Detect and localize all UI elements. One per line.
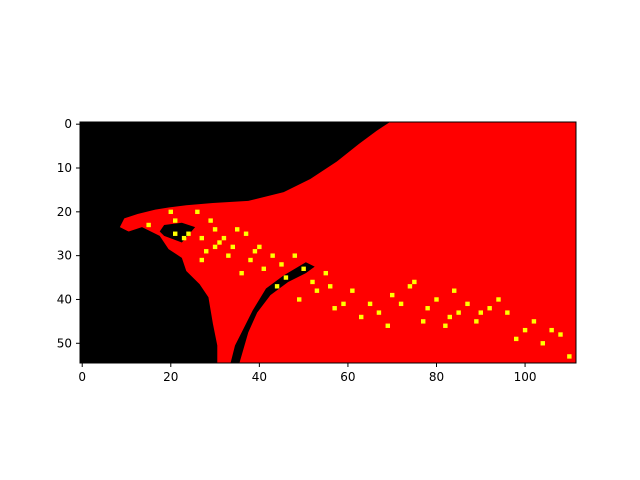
heatmap-yellow-cell	[478, 310, 483, 315]
heatmap-yellow-cell	[173, 231, 178, 236]
heatmap-yellow-cell	[226, 253, 231, 258]
x-tick-label: 40	[252, 370, 267, 384]
heatmap-yellow-cell	[398, 301, 404, 307]
heatmap-yellow-cell	[514, 336, 519, 342]
x-tick-label: 60	[340, 370, 355, 384]
heatmap-yellow-cell	[204, 249, 209, 254]
heatmap-yellow-cell	[221, 235, 227, 241]
heatmap-yellow-cell	[252, 249, 258, 254]
y-tick-label: 20	[57, 205, 72, 219]
heatmap-yellow-cell	[350, 288, 355, 293]
heatmap-yellow-cell	[292, 253, 297, 258]
heatmap-yellow-cell	[332, 306, 337, 311]
y-tick-label: 0	[64, 117, 72, 131]
heatmap-yellow-cell	[341, 301, 346, 307]
heatmap-yellow-cell	[434, 297, 439, 302]
heatmap-yellow-cell	[239, 270, 244, 276]
heatmap-yellow-cell	[208, 218, 213, 223]
heatmap-yellow-cell	[297, 297, 302, 302]
heatmap-yellow-cell	[279, 262, 284, 267]
plot-area	[80, 122, 577, 363]
heatmap-yellow-cell	[425, 306, 430, 311]
plot-frame	[79, 121, 577, 364]
heatmap-yellow-cell	[168, 209, 173, 215]
heatmap-yellow-cell	[248, 257, 253, 263]
x-tick-label: 0	[78, 370, 86, 384]
heatmap-red-region	[119, 122, 577, 363]
heatmap-yellow-cell	[367, 301, 373, 307]
heatmap-yellow-cell	[181, 235, 187, 241]
heatmap-yellow-cell	[186, 231, 191, 236]
heatmap-yellow-cell	[328, 284, 333, 289]
heatmap-yellow-cell	[567, 354, 572, 359]
heatmap-yellow-cell	[359, 314, 364, 320]
y-axis: 0 10 20 30 40 50	[57, 117, 80, 350]
heatmap-yellow-cell	[323, 270, 328, 276]
heatmap-yellow-cell	[421, 319, 426, 324]
heatmap-yellow-cell	[212, 227, 218, 232]
x-tick-label: 80	[429, 370, 444, 384]
heatmap-yellow-cell	[522, 327, 528, 333]
x-tick-label: 20	[163, 370, 178, 384]
heatmap-yellow-cell	[456, 310, 461, 315]
heatmap-yellow-cell	[447, 314, 452, 320]
heatmap-yellow-cell	[412, 279, 417, 285]
x-axis: 0 20 40 60 80 100	[78, 363, 537, 384]
heatmap-yellow-cell	[474, 319, 479, 324]
heatmap-yellow-cell	[212, 244, 218, 250]
heatmap-yellow-cell	[465, 301, 470, 307]
y-tick-label: 40	[57, 292, 72, 306]
heatmap-yellow-cell	[540, 341, 545, 346]
heatmap-black-streak	[230, 262, 315, 363]
heatmap-yellow-cell	[199, 235, 204, 241]
x-tick-label: 100	[514, 370, 537, 384]
heatmap-yellow-cell	[146, 222, 151, 228]
heatmap-yellow-cell	[301, 266, 306, 271]
heatmap-yellow-cell	[390, 292, 395, 298]
heatmap-yellow-cell	[558, 332, 563, 337]
heatmap-yellow-cell	[230, 244, 235, 250]
heatmap-yellow-cell	[199, 257, 204, 263]
heatmap-yellow-cell	[243, 231, 249, 236]
heatmap-yellow-cell	[443, 323, 448, 328]
heatmap-yellow-cell	[376, 310, 382, 315]
heatmap-yellow-cell	[283, 275, 289, 280]
y-tick-label: 10	[57, 161, 72, 175]
heatmap-yellow-cell	[310, 279, 315, 285]
heatmap-yellow-cell	[531, 319, 537, 324]
heatmap-yellow-cell	[496, 297, 501, 302]
heatmap-yellow-cell	[549, 327, 554, 333]
heatmap-yellow-cell	[257, 244, 262, 250]
heatmap-yellow-cell	[487, 306, 492, 311]
heatmap-yellow-cell	[314, 288, 320, 293]
heatmap-yellow-cell	[235, 227, 240, 232]
heatmap-yellow-cell	[505, 310, 510, 315]
heatmap-yellow-cell	[385, 323, 390, 328]
heatmap-yellow-cell	[452, 288, 457, 293]
heatmap-yellow-cell	[217, 240, 222, 245]
y-tick-label: 50	[57, 336, 72, 350]
heatmap-yellow-cell	[270, 253, 275, 258]
heatmap-yellow-cell	[407, 284, 413, 289]
heatmap-yellow-cell	[274, 284, 280, 289]
heatmap-yellow-cell	[173, 218, 178, 223]
y-tick-label: 30	[57, 249, 72, 263]
heatmap-yellow-cell	[261, 266, 266, 271]
heatmap-yellow-cell	[195, 209, 200, 215]
